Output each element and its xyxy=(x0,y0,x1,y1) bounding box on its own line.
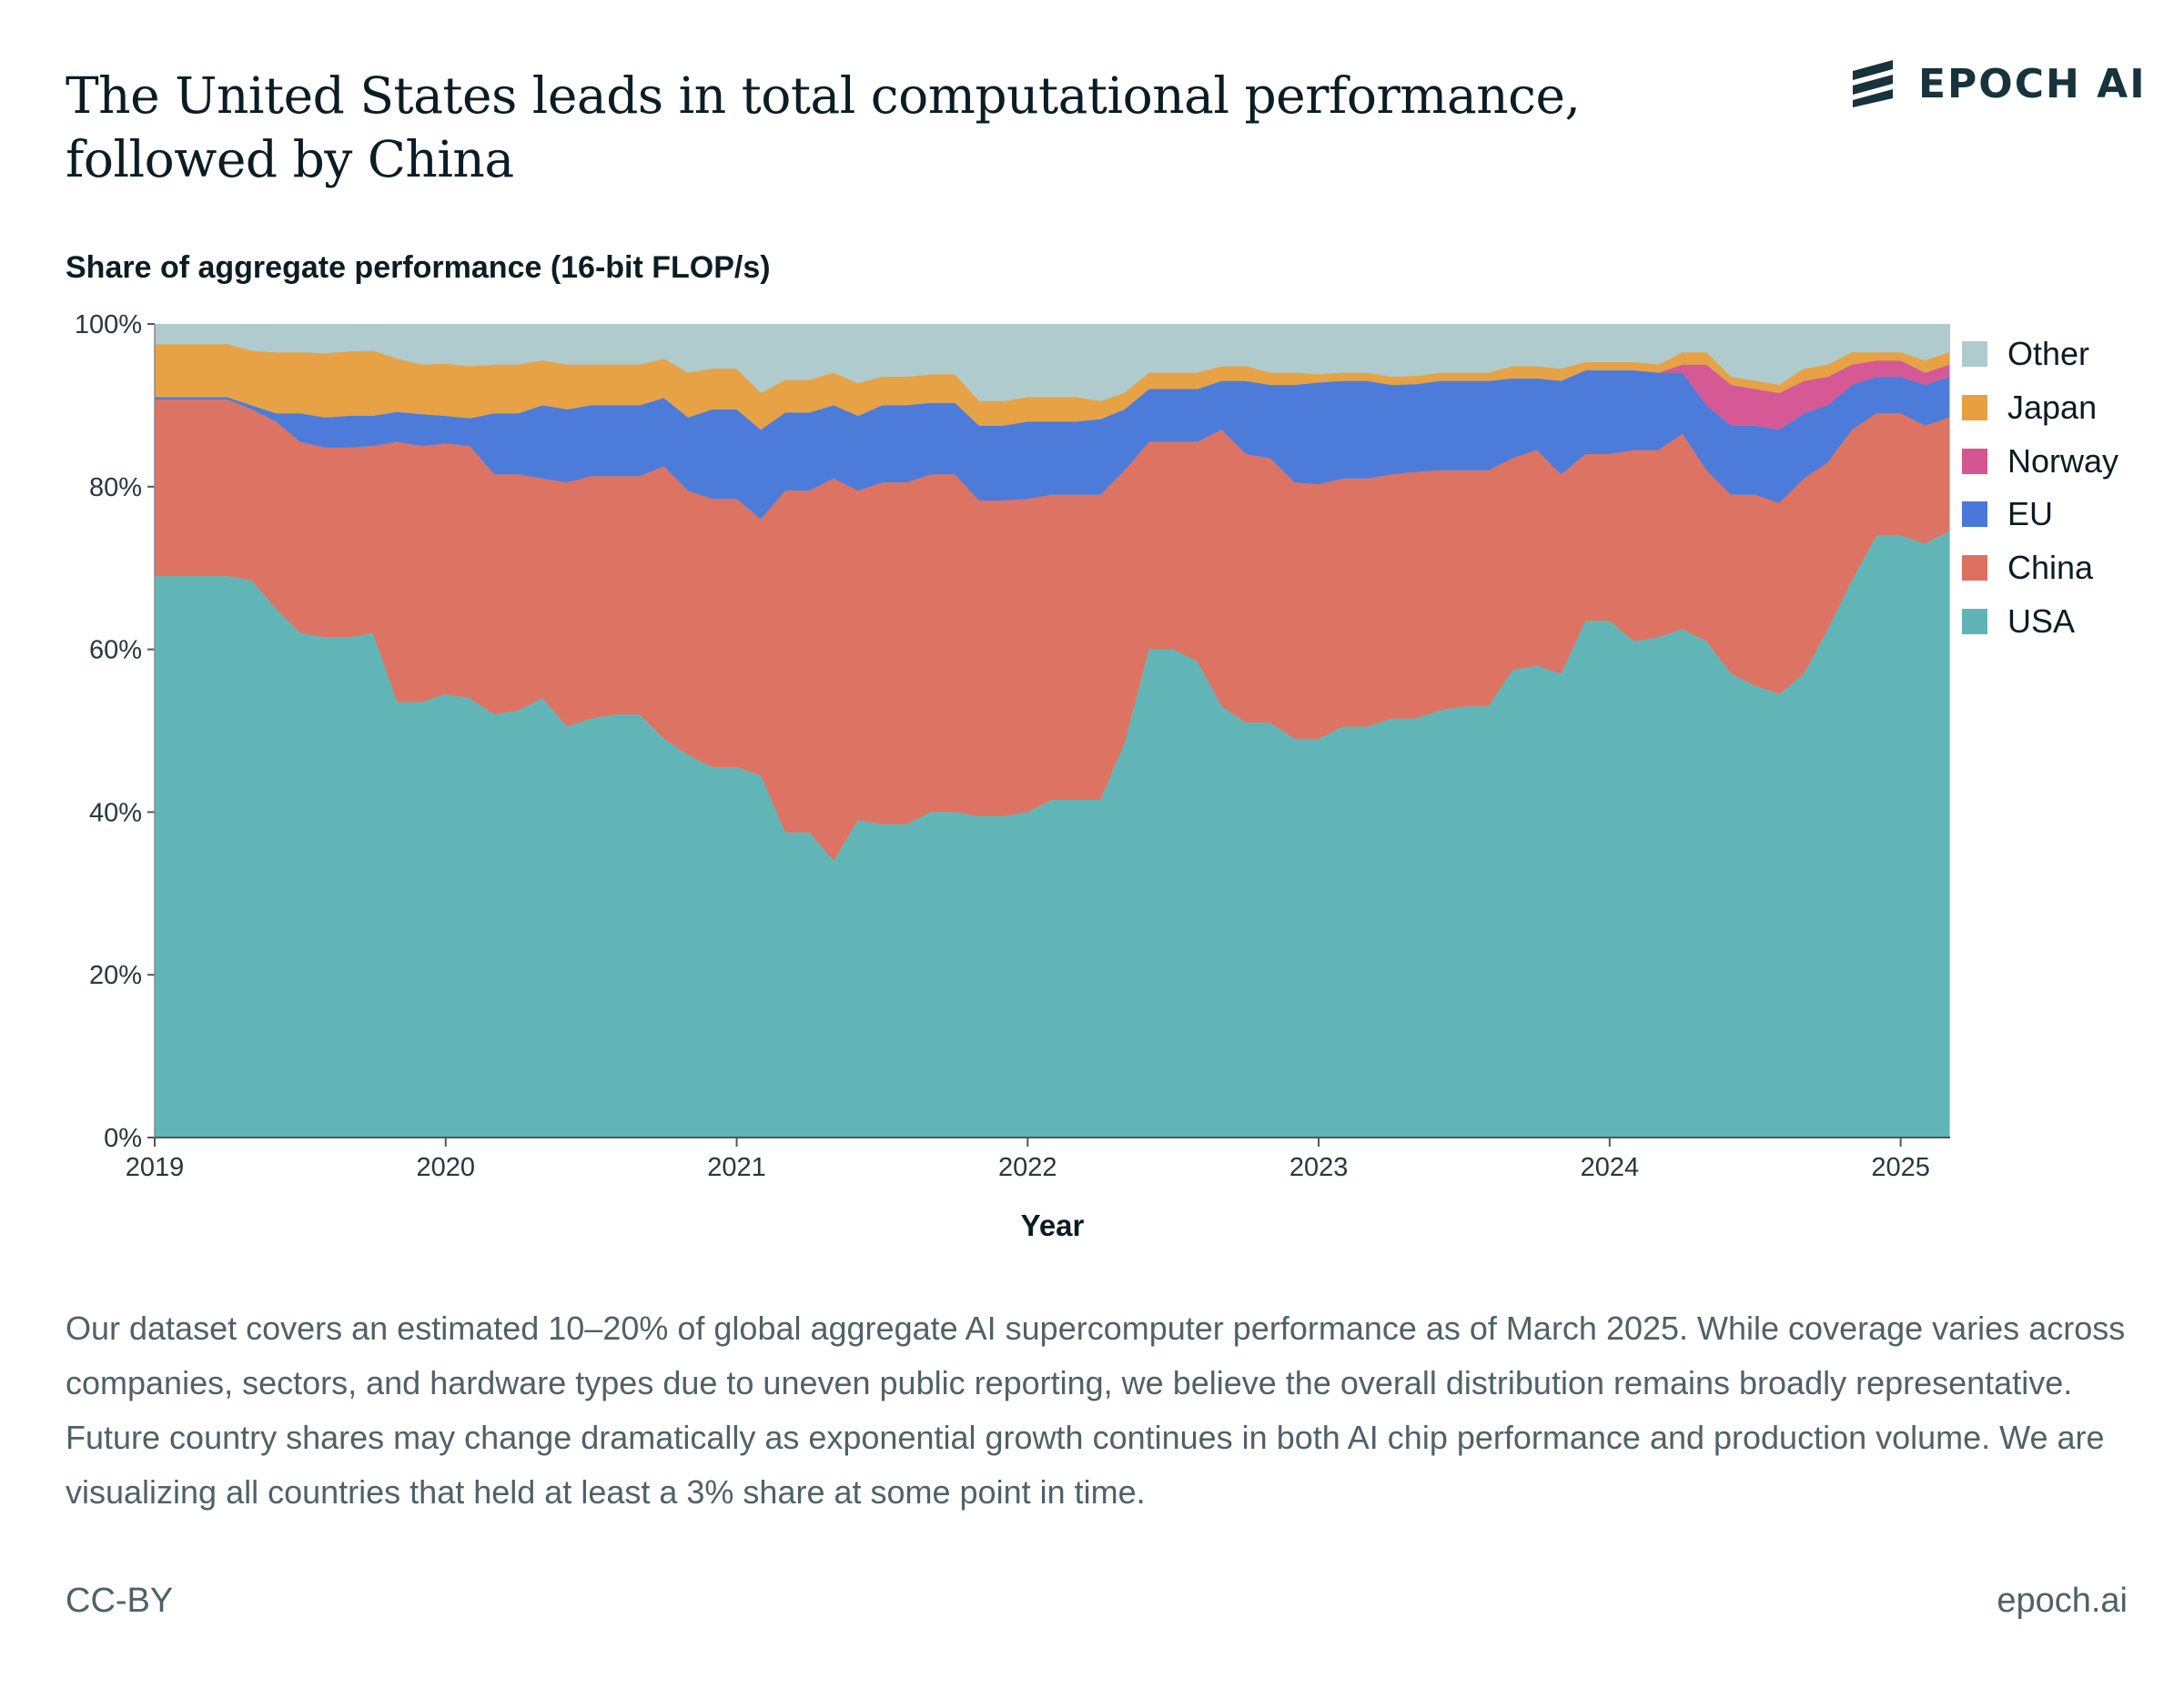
y-tick-label: 100% xyxy=(75,310,142,339)
epoch-logo[interactable]: EPOCH AI xyxy=(1847,60,2147,107)
legend-label: Norway xyxy=(2007,441,2119,480)
y-tick-label: 80% xyxy=(89,473,142,502)
epoch-stripes-icon xyxy=(1853,60,1893,107)
legend-label: Japan xyxy=(2007,389,2098,427)
area-norway xyxy=(155,360,1949,430)
area-china xyxy=(155,399,1949,861)
legend-swatch xyxy=(1962,341,1987,368)
license-label: CC-BY xyxy=(66,1582,174,1620)
chart-caption: Our dataset covers an estimated 10–20% o… xyxy=(66,1310,2126,1511)
logo-text: EPOCH AI xyxy=(1918,60,2147,107)
site-link[interactable]: epoch.ai xyxy=(1997,1582,2128,1620)
legend-item-usa[interactable]: USA xyxy=(1962,594,2118,648)
x-tick-label: 2019 xyxy=(126,1153,185,1182)
legend-swatch xyxy=(1962,555,1987,582)
area-usa xyxy=(155,531,1949,1138)
x-tick-label: 2023 xyxy=(1289,1153,1349,1182)
legend: Other Japan Norway EU China USA xyxy=(1962,328,2118,648)
x-axis-title: Year xyxy=(1021,1209,1085,1242)
legend-swatch xyxy=(1962,395,1987,421)
legend-swatch xyxy=(1962,608,1987,634)
legend-swatch xyxy=(1962,501,1987,528)
x-tick-label: 2020 xyxy=(417,1153,476,1182)
legend-item-japan[interactable]: Japan xyxy=(1962,381,2118,435)
legend-item-eu[interactable]: EU xyxy=(1962,488,2118,541)
legend-label: Other xyxy=(2007,335,2090,373)
legend-item-china[interactable]: China xyxy=(1962,541,2118,595)
y-axis-title: Share of aggregate performance (16-bit F… xyxy=(66,250,771,285)
legend-item-norway[interactable]: Norway xyxy=(1962,434,2118,488)
y-tick-label: 0% xyxy=(104,1124,142,1153)
x-tick-label: 2025 xyxy=(1871,1153,1930,1182)
y-tick-label: 40% xyxy=(89,798,142,827)
legend-label: EU xyxy=(2007,495,2054,533)
x-tick-label: 2024 xyxy=(1581,1153,1640,1182)
y-tick-label: 20% xyxy=(89,961,142,990)
y-tick-label: 60% xyxy=(89,636,142,665)
x-axis-ticks: 2019 2020 2021 2022 2023 2024 2025 xyxy=(126,1138,1930,1182)
y-axis-ticks: 0% 20% 40% 60% 80% 100% xyxy=(75,310,156,1153)
chart-title: The United States leads in total computa… xyxy=(66,66,1581,188)
legend-item-other[interactable]: Other xyxy=(1962,328,2118,381)
area-eu xyxy=(155,370,1949,520)
legend-label: China xyxy=(2007,549,2094,587)
area-japan xyxy=(155,344,1949,430)
x-tick-label: 2021 xyxy=(707,1153,766,1182)
area-layers xyxy=(155,324,1950,1138)
legend-label: USA xyxy=(2007,602,2076,640)
legend-swatch xyxy=(1962,448,1987,474)
x-tick-label: 2022 xyxy=(998,1153,1057,1182)
stacked-area-chart: 0%20%40%60%80%100% 2019 2020 2021 2022 2023 2… xyxy=(75,310,1950,1242)
